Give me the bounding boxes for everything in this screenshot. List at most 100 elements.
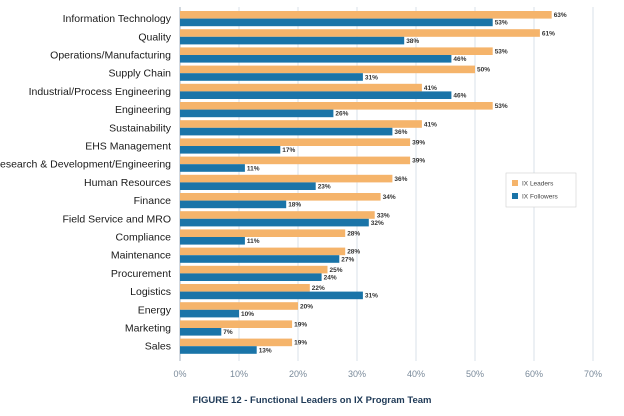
legend-swatch (512, 193, 518, 199)
data-label-ix-leaders: 61% (542, 30, 555, 37)
data-label-ix-leaders: 41% (424, 85, 437, 92)
data-label-ix-followers: 24% (324, 275, 337, 282)
category-label: Marketing (125, 323, 171, 335)
x-tick-label: 20% (289, 369, 307, 379)
bar-ix-leaders (180, 284, 310, 292)
data-label-ix-followers: 11% (247, 165, 260, 172)
x-tick-label: 40% (407, 369, 425, 379)
category-label: Procurement (111, 268, 171, 280)
data-label-ix-followers: 32% (371, 220, 384, 227)
bar-ix-leaders (180, 120, 422, 128)
bar-ix-leaders (180, 83, 422, 92)
legend-label: IX Leaders (522, 181, 554, 188)
bar-ix-followers (180, 73, 363, 81)
category-label: Information Technology (63, 13, 172, 25)
bar-ix-leaders (180, 47, 493, 55)
bar-ix-followers (180, 109, 334, 118)
category-label: Operations/Manufacturing (50, 50, 171, 62)
data-label-ix-followers: 46% (453, 93, 466, 100)
data-label-ix-followers: 7% (223, 329, 233, 336)
x-tick-label: 60% (525, 369, 543, 379)
bar-ix-followers (180, 127, 393, 136)
bar-ix-leaders (180, 29, 540, 37)
bar-ix-followers (180, 346, 257, 354)
bar-ix-followers (180, 273, 322, 281)
bar-ix-leaders (180, 11, 552, 19)
data-label-ix-leaders: 53% (495, 103, 508, 110)
data-label-ix-followers: 23% (318, 184, 331, 191)
category-label: Engineering (115, 104, 171, 116)
bar-ix-followers (180, 55, 452, 63)
value-labels: 63% 53% 61% 38% 53% 46% 50% 31% 41% 46% 53% 26% 41% 3… (223, 12, 567, 354)
bar-ix-followers (180, 255, 340, 263)
data-label-ix-followers: 13% (259, 347, 272, 354)
bar-ix-followers (180, 200, 287, 209)
bar-ix-followers (180, 309, 239, 318)
data-label-ix-leaders: 63% (554, 12, 567, 19)
data-label-ix-leaders: 19% (294, 322, 307, 329)
data-label-ix-followers: 53% (495, 20, 508, 27)
bars (180, 11, 552, 354)
data-label-ix-leaders: 41% (424, 121, 437, 128)
data-label-ix-followers: 10% (241, 311, 254, 318)
data-label-ix-leaders: 28% (347, 249, 360, 256)
data-label-ix-followers: 31% (365, 293, 378, 300)
data-label-ix-followers: 46% (453, 56, 466, 63)
data-label-ix-leaders: 28% (347, 231, 360, 238)
data-label-ix-leaders: 50% (477, 67, 490, 74)
category-label: Quality (138, 31, 171, 43)
bar-ix-leaders (180, 265, 328, 274)
data-label-ix-leaders: 33% (377, 212, 390, 219)
data-label-ix-followers: 17% (282, 147, 295, 154)
chart-title: FIGURE 12 - Functional Leaders on IX Pro… (192, 395, 432, 406)
bar-ix-followers (180, 218, 369, 227)
data-label-ix-followers: 18% (288, 202, 301, 209)
data-label-ix-leaders: 39% (412, 140, 425, 147)
data-label-ix-followers: 31% (365, 74, 378, 81)
bar-ix-followers (180, 237, 245, 245)
data-label-ix-followers: 27% (341, 256, 354, 263)
data-label-ix-followers: 11% (247, 238, 260, 245)
data-label-ix-followers: 38% (406, 38, 419, 45)
category-label: Industrial/Process Engineering (29, 86, 172, 98)
x-tick-label: 10% (230, 369, 248, 379)
bar-ix-leaders (180, 302, 298, 310)
bar-ix-followers (180, 91, 452, 99)
x-tick-label: 50% (466, 369, 484, 379)
bar-ix-leaders (180, 138, 411, 146)
legend-label: IX Followers (522, 194, 559, 201)
category-label: Finance (134, 195, 172, 207)
data-label-ix-followers: 26% (335, 111, 348, 118)
bar-ix-followers (180, 18, 493, 27)
bar-ix-leaders (180, 247, 346, 256)
category-label: EHS Management (85, 141, 171, 153)
x-tick-label: 0% (173, 369, 186, 379)
legend-box (505, 172, 577, 208)
data-label-ix-leaders: 39% (412, 158, 425, 165)
bar-ix-leaders (180, 65, 475, 74)
bar-ix-followers (180, 164, 245, 172)
category-label: Research & Development/Engineering (0, 159, 171, 171)
category-label: Maintenance (111, 250, 171, 262)
category-label: Supply Chain (109, 68, 172, 80)
category-label: Sustainability (109, 122, 172, 134)
data-label-ix-leaders: 19% (294, 340, 307, 347)
bar-ix-leaders (180, 193, 381, 201)
bar-ix-leaders (180, 338, 293, 347)
x-tick-label: 30% (348, 369, 366, 379)
category-label: Field Service and MRO (62, 213, 171, 225)
data-label-ix-leaders: 25% (330, 267, 343, 274)
category-label: Compliance (116, 232, 172, 244)
bar-ix-followers (180, 36, 405, 45)
data-label-ix-leaders: 20% (300, 303, 313, 310)
category-label: Human Resources (84, 177, 171, 189)
category-labels: Information Technology Quality Operations/… (0, 13, 172, 353)
x-tick-label: 70% (584, 369, 602, 379)
data-label-ix-leaders: 34% (383, 194, 396, 201)
data-label-ix-followers: 36% (394, 129, 407, 136)
data-label-ix-leaders: 22% (312, 285, 325, 292)
bar-ix-leaders (180, 156, 411, 165)
category-label: Logistics (130, 286, 171, 298)
legend-swatch (512, 180, 518, 186)
